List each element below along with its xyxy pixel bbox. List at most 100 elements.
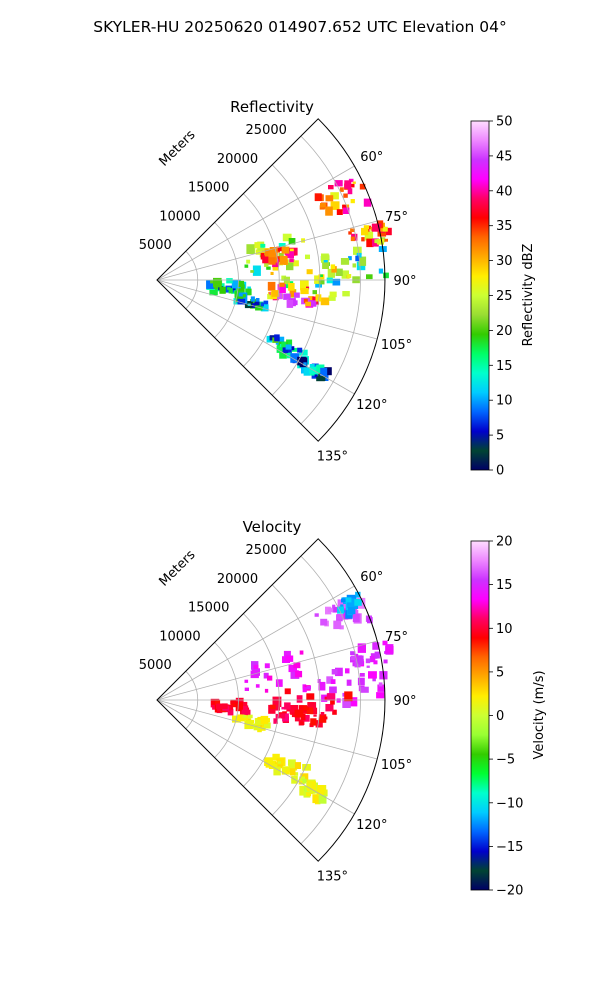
echo-cell bbox=[266, 335, 273, 343]
echo-cell bbox=[352, 662, 356, 667]
echo-cell bbox=[295, 670, 303, 678]
azimuth-tick-label: 60° bbox=[360, 150, 383, 165]
echo-cell bbox=[231, 279, 241, 289]
reflectivity-colorbar-ticks: 0 5 10 15 20 25 30 35 40 45 50 bbox=[489, 115, 513, 479]
echo-cell bbox=[330, 264, 336, 269]
echo-cell bbox=[350, 651, 356, 655]
echo-cell bbox=[355, 255, 360, 262]
azimuth-tick-label: 120° bbox=[356, 398, 387, 413]
echo-cell bbox=[237, 714, 245, 722]
range-tick-label: 10000 bbox=[159, 629, 200, 644]
echo-cell bbox=[290, 353, 300, 363]
echo-cell bbox=[372, 677, 376, 682]
echo-cell bbox=[299, 776, 305, 782]
colorbar-tick-label: −5 bbox=[496, 753, 515, 768]
range-tick-label: 10000 bbox=[159, 209, 200, 224]
colorbar-tick-label: 10 bbox=[496, 622, 513, 637]
echo-cell bbox=[331, 266, 337, 273]
echo-cell bbox=[279, 352, 287, 359]
echo-cell bbox=[328, 295, 336, 301]
echo-cell bbox=[341, 270, 349, 279]
echo-cell bbox=[272, 266, 279, 271]
echo-cell bbox=[269, 335, 275, 341]
echo-cell bbox=[281, 706, 285, 710]
echo-cell bbox=[376, 238, 384, 245]
echo-cell bbox=[271, 763, 278, 769]
echo-cell bbox=[342, 207, 350, 214]
azimuth-tick-label: 75° bbox=[385, 210, 408, 225]
colorbar-tick-label: −15 bbox=[496, 840, 523, 855]
echo-cell bbox=[297, 364, 301, 369]
echo-cell bbox=[383, 659, 388, 664]
echo-cell bbox=[288, 238, 296, 245]
echo-cell bbox=[235, 697, 244, 704]
azimuth-spoke bbox=[156, 220, 378, 281]
echo-cell bbox=[365, 658, 371, 664]
echo-cell bbox=[294, 772, 299, 776]
echo-cell bbox=[284, 688, 291, 695]
echo-cell bbox=[215, 699, 221, 706]
colorbar-tick-label: 25 bbox=[496, 289, 513, 304]
echo-cell bbox=[348, 231, 352, 235]
echo-cell bbox=[275, 679, 283, 687]
echo-cell bbox=[345, 597, 352, 603]
echo-cell bbox=[320, 297, 330, 306]
echo-cell bbox=[354, 599, 362, 606]
echo-cell bbox=[323, 367, 332, 376]
reflectivity-range-axis-label: Meters bbox=[157, 127, 199, 169]
sector-outline bbox=[156, 118, 386, 442]
echo-cell bbox=[282, 347, 289, 354]
echo-cell bbox=[354, 653, 359, 657]
echo-cell bbox=[254, 718, 263, 726]
echo-cell bbox=[313, 714, 317, 717]
echo-cell bbox=[306, 707, 314, 715]
echo-cell bbox=[286, 339, 293, 346]
echo-cell bbox=[314, 613, 319, 617]
echo-cell bbox=[350, 199, 355, 204]
echo-cell bbox=[283, 276, 290, 285]
velocity-colorbar: −20 −15 −10 −5 0 5 10 15 20 Velocity (m/s) bbox=[470, 535, 547, 899]
echo-cell bbox=[329, 686, 337, 694]
colorbar-tick-label: 5 bbox=[496, 665, 504, 680]
echo-cell bbox=[285, 251, 294, 259]
echo-cell bbox=[293, 662, 301, 669]
azimuth-spoke bbox=[156, 279, 355, 395]
echo-cell bbox=[377, 684, 385, 692]
echo-cell bbox=[272, 696, 282, 707]
echo-cell bbox=[320, 618, 328, 626]
echo-cell bbox=[280, 713, 286, 719]
echo-cell bbox=[303, 298, 308, 303]
echo-cell bbox=[302, 778, 307, 784]
echo-cell bbox=[335, 667, 343, 677]
echo-cell bbox=[238, 280, 245, 287]
echo-cell bbox=[356, 655, 364, 664]
echo-cell bbox=[286, 262, 294, 271]
reflectivity-colorbar-bar bbox=[470, 120, 490, 471]
echo-cell bbox=[339, 187, 344, 192]
echo-cell bbox=[344, 691, 353, 702]
echo-cell bbox=[309, 789, 313, 793]
echo-cell bbox=[325, 195, 334, 202]
echo-cell bbox=[222, 703, 228, 709]
velocity-title: Velocity bbox=[243, 518, 302, 536]
echo-cell bbox=[306, 686, 311, 690]
echo-cell bbox=[286, 300, 294, 308]
echo-cell bbox=[357, 643, 366, 653]
echo-cell bbox=[298, 705, 307, 712]
echo-cell bbox=[295, 762, 301, 769]
echo-cell bbox=[282, 233, 292, 242]
colorbar-tick-label: −10 bbox=[496, 796, 523, 811]
echo-cell bbox=[311, 363, 319, 370]
echo-cell bbox=[227, 287, 231, 290]
echo-cell bbox=[247, 286, 251, 290]
echo-cell bbox=[332, 278, 341, 286]
echo-cell bbox=[267, 293, 274, 300]
echo-cell bbox=[341, 598, 346, 603]
echo-cell bbox=[244, 264, 249, 268]
echo-cell bbox=[248, 718, 252, 721]
echo-cell bbox=[311, 707, 318, 715]
echo-cell bbox=[291, 712, 297, 718]
echo-cell bbox=[330, 201, 340, 210]
echo-cell bbox=[318, 681, 326, 691]
echo-cell bbox=[250, 270, 254, 273]
